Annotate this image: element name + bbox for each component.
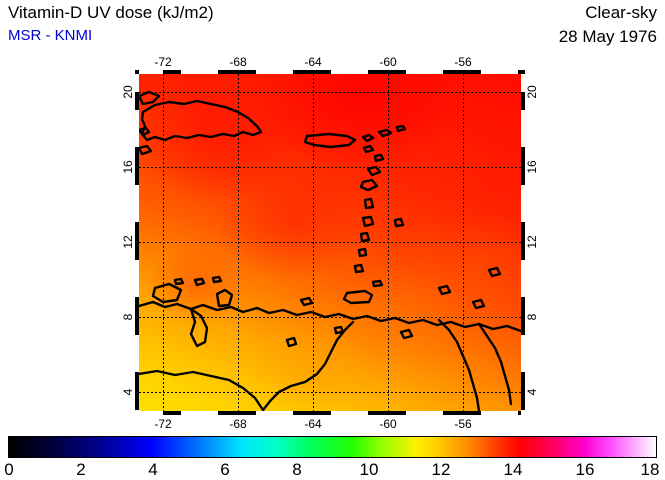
y-tick-label-right: 20 [525, 85, 539, 99]
y-tick-label-left: 12 [121, 235, 135, 249]
y-tick-label-left: 4 [121, 388, 135, 396]
x-tick-label-top: -68 [229, 55, 247, 69]
x-tick-label-bottom: -60 [379, 417, 397, 431]
frame-tick-left [135, 185, 139, 222]
y-tick-label-left: 16 [121, 160, 135, 174]
frame-tick-left [135, 335, 139, 372]
x-tick-label-top: -60 [379, 55, 397, 69]
map-data-canvas [139, 74, 521, 411]
y-tick-label-right: 12 [525, 235, 539, 249]
x-tick-label-bottom: -72 [154, 417, 172, 431]
colorbar-tick-label: 12 [431, 460, 451, 479]
x-tick-label-bottom: -56 [454, 417, 472, 431]
colorbar-tick-label: 16 [575, 460, 595, 479]
y-tick-label-left: 8 [121, 313, 135, 321]
colorbar-tick-label: 8 [292, 460, 302, 479]
frame-tick-left [135, 260, 139, 297]
y-tick-label-right: 8 [525, 313, 539, 321]
frame-tick-top [481, 70, 518, 74]
y-tick-label-right: 16 [525, 160, 539, 174]
frame-tick-top [256, 70, 293, 74]
colorbar-tick-label: 10 [359, 460, 379, 479]
y-tick-label-right: 4 [525, 388, 539, 396]
frame-tick-top [139, 70, 163, 74]
frame-tick-left [135, 110, 139, 147]
x-tick-label-bottom: -68 [229, 417, 247, 431]
page-title: Vitamin-D UV dose (kJ/m2) [8, 3, 214, 22]
data-source-label: MSR - KNMI [8, 27, 93, 44]
x-tick-label-top: -72 [154, 55, 172, 69]
frame-tick-bottom [139, 411, 163, 415]
coastline-overlay [139, 90, 521, 411]
frame-tick-bottom [481, 411, 518, 415]
frame-tick-right [521, 410, 525, 415]
x-tick-label-bottom: -64 [304, 417, 322, 431]
colorbar-tick-label: 6 [220, 460, 230, 479]
frame-tick-bottom [406, 411, 443, 415]
frame-tick-bottom [256, 411, 293, 415]
colorbar-tick-label: 0 [4, 460, 14, 479]
colorbar-tick-label: 2 [76, 460, 86, 479]
colorbar [8, 436, 657, 458]
frame-tick-bottom [181, 411, 218, 415]
x-tick-label-top: -56 [454, 55, 472, 69]
frame-tick-right [521, 74, 525, 92]
y-tick-label-left: 20 [121, 85, 135, 99]
colorbar-tick-label: 4 [148, 460, 158, 479]
frame-tick-left [135, 74, 139, 92]
frame-tick-right [521, 110, 525, 147]
colorbar-tick-label: 18 [640, 460, 660, 479]
frame-tick-top [331, 70, 368, 74]
frame-tick-top [181, 70, 218, 74]
frame-tick-bottom [331, 411, 368, 415]
x-tick-label-top: -64 [304, 55, 322, 69]
frame-tick-right [521, 185, 525, 222]
date-label: 28 May 1976 [558, 27, 657, 46]
sky-condition-label: Clear-sky [585, 3, 657, 22]
frame-tick-right [521, 335, 525, 372]
frame-tick-left [135, 410, 139, 415]
colorbar-tick-label: 14 [503, 460, 523, 479]
colorbar-gradient [8, 436, 657, 458]
map-panel [135, 70, 525, 415]
frame-tick-right [521, 260, 525, 297]
frame-tick-top [406, 70, 443, 74]
